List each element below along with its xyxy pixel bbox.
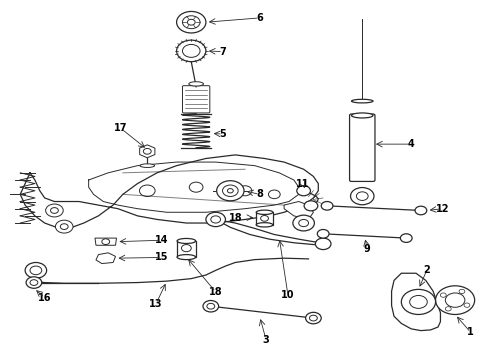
Circle shape: [415, 206, 427, 215]
Circle shape: [297, 186, 311, 196]
Ellipse shape: [351, 113, 373, 118]
Ellipse shape: [256, 223, 273, 227]
Text: 17: 17: [114, 123, 127, 133]
Circle shape: [217, 181, 244, 201]
Circle shape: [401, 289, 436, 315]
Text: 13: 13: [149, 299, 163, 309]
Circle shape: [206, 212, 225, 226]
Ellipse shape: [177, 238, 196, 243]
FancyBboxPatch shape: [177, 240, 196, 257]
Text: 14: 14: [155, 235, 169, 245]
Text: 16: 16: [38, 293, 51, 303]
Circle shape: [400, 234, 412, 242]
Circle shape: [306, 312, 321, 324]
Ellipse shape: [256, 210, 273, 215]
Circle shape: [318, 229, 329, 238]
Text: 5: 5: [220, 129, 226, 139]
Ellipse shape: [177, 255, 196, 260]
Text: 8: 8: [256, 189, 263, 199]
Circle shape: [350, 188, 374, 205]
Circle shape: [321, 202, 333, 210]
Circle shape: [46, 204, 63, 217]
Polygon shape: [140, 145, 155, 158]
Circle shape: [436, 286, 475, 315]
Text: 1: 1: [467, 327, 474, 337]
Ellipse shape: [140, 164, 155, 167]
Circle shape: [316, 238, 331, 249]
Text: 2: 2: [423, 265, 430, 275]
FancyBboxPatch shape: [256, 212, 273, 225]
Polygon shape: [95, 238, 117, 245]
Polygon shape: [392, 273, 441, 330]
Circle shape: [176, 12, 206, 33]
Text: 12: 12: [436, 204, 450, 214]
Text: 4: 4: [408, 139, 415, 149]
Ellipse shape: [351, 99, 373, 103]
Text: 7: 7: [220, 46, 226, 57]
Text: 18: 18: [209, 287, 222, 297]
Text: 18: 18: [229, 213, 243, 222]
Circle shape: [25, 262, 47, 278]
Text: 11: 11: [296, 179, 309, 189]
Text: 10: 10: [281, 291, 295, 301]
Polygon shape: [96, 253, 116, 264]
Polygon shape: [284, 202, 314, 220]
Text: 9: 9: [364, 244, 370, 254]
Circle shape: [304, 201, 318, 211]
Ellipse shape: [189, 82, 203, 86]
Circle shape: [176, 40, 206, 62]
Text: 3: 3: [263, 334, 270, 345]
Circle shape: [26, 277, 42, 288]
Text: 15: 15: [155, 252, 169, 262]
Text: 6: 6: [256, 13, 263, 23]
Circle shape: [203, 301, 219, 312]
Circle shape: [55, 220, 73, 233]
Circle shape: [293, 215, 315, 231]
FancyBboxPatch shape: [182, 86, 210, 113]
FancyBboxPatch shape: [349, 114, 375, 181]
